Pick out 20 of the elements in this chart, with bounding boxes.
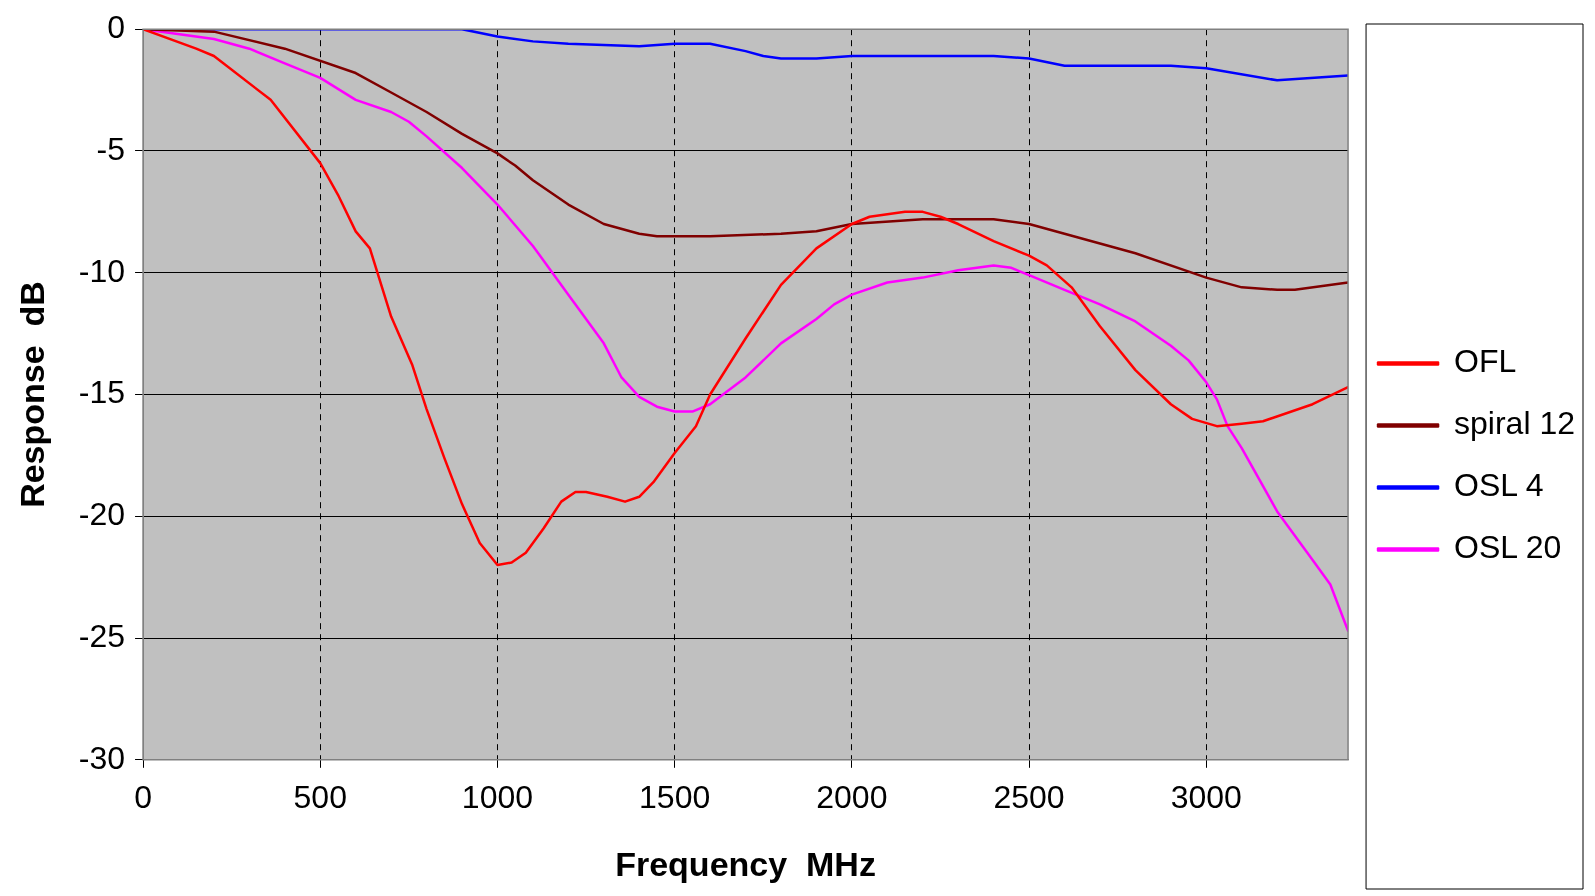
x-tick-label: 1500 (639, 778, 711, 815)
x-tick-label: 3000 (1170, 778, 1242, 815)
y-tick-label: 0 (107, 9, 126, 46)
y-axis-title: Response dB (12, 281, 51, 508)
x-tick-label: 2000 (816, 778, 888, 815)
legend-label: spiral 12 (1454, 405, 1575, 442)
x-axis-title: Frequency MHz (615, 844, 876, 883)
legend-label: OSL 4 (1454, 467, 1544, 504)
x-tick-label: 500 (293, 778, 347, 815)
y-tick-label: -20 (78, 496, 126, 533)
y-tick-label: -25 (78, 617, 126, 654)
y-tick-label: -5 (96, 130, 126, 167)
x-tick-label: 0 (134, 778, 152, 815)
y-tick-label: -30 (78, 739, 126, 776)
x-tick-label: 1000 (461, 778, 534, 815)
y-tick-label: -15 (78, 374, 126, 411)
x-tick-label: 2500 (993, 778, 1065, 815)
y-tick-label: -10 (78, 252, 126, 289)
legend-label: OSL 20 (1454, 529, 1562, 566)
legend-label: OFL (1454, 343, 1517, 380)
